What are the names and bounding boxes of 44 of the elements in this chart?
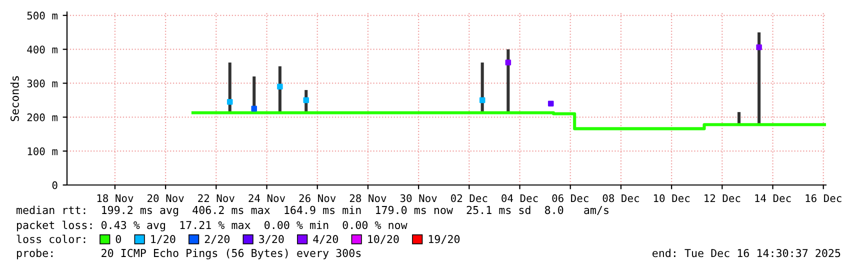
x-tick-label: 18 Nov xyxy=(97,194,134,202)
point xyxy=(251,106,258,112)
point xyxy=(756,44,762,50)
text: probe: 20 ICMP Echo Pings (56 Bytes) every 300s xyxy=(17,248,361,260)
bar xyxy=(758,32,761,124)
x-tick-label: 02 Dec xyxy=(451,194,488,202)
point xyxy=(505,60,512,66)
x-tick-label: 16 Dec xyxy=(806,194,842,202)
point xyxy=(479,97,486,104)
legend-title: loss color: xyxy=(16,234,86,244)
x-tick-label: 04 Dec xyxy=(502,194,538,202)
y-tick-label: 300 m xyxy=(27,79,58,88)
x-tick-label: 30 Nov xyxy=(400,194,437,202)
point xyxy=(548,100,554,106)
x-tick-label: 06 Dec xyxy=(552,194,588,202)
point xyxy=(303,97,310,104)
x-tick-label: 14 Dec xyxy=(755,194,791,202)
legend-label: 4/20 xyxy=(313,234,338,244)
y-tick-label: 0 xyxy=(52,181,58,190)
y-tick-label: 400 m xyxy=(27,46,58,54)
legend-label: 2/20 xyxy=(204,234,230,244)
x-tick-label: 10 Dec xyxy=(654,194,690,202)
bar xyxy=(738,112,741,124)
legend-label: 1/20 xyxy=(151,234,176,244)
y-axis-title: Seconds xyxy=(10,76,19,122)
legend-label: 0 xyxy=(116,234,121,244)
text: end: Tue Dec 16 14:30:37 2025 xyxy=(652,248,840,258)
point xyxy=(277,84,283,90)
x-tick-label: 26 Nov xyxy=(299,194,336,202)
y-tick-label: 200 m xyxy=(27,113,58,122)
x-tick-label: 28 Nov xyxy=(350,194,386,202)
point xyxy=(226,99,233,105)
legend-label: 10/20 xyxy=(368,234,399,244)
x-tick-label: 12 Dec xyxy=(704,194,740,202)
text: median rtt: 199.2 ms avg 406.2 ms max 164.9 ms min 179.0 ms now 25.1 ms sd 8.0 am/s xyxy=(16,206,608,216)
y-tick-label: 500 m xyxy=(27,12,58,20)
x-tick-label: 08 Dec xyxy=(602,194,639,202)
x-tick-label: 22 Nov xyxy=(198,194,234,202)
legend-label: 3/20 xyxy=(259,234,284,244)
x-tick-label: 20 Nov xyxy=(148,194,184,202)
x-tick-label: 24 Nov xyxy=(248,194,286,202)
legend-label: 19/20 xyxy=(428,234,460,244)
y-tick-label: 100 m xyxy=(28,147,58,156)
text: packet loss: 0.43 % avg 17.21 % max 0.00 % min 0.00 % now xyxy=(17,220,408,232)
